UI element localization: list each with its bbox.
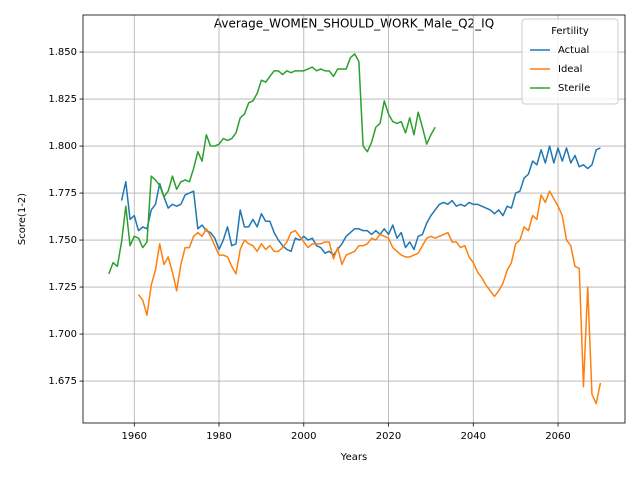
y-tick-label: 1.675: [48, 376, 77, 387]
x-tick-label: 2060: [545, 431, 570, 442]
line-series: [108, 53, 436, 275]
x-tick-label: 1960: [122, 431, 147, 442]
y-tick-label: 1.825: [48, 94, 77, 105]
legend: Fertility Actual Ideal Sterile: [521, 18, 619, 105]
y-axis-label: Score(1-2): [17, 193, 28, 245]
y-tick-label: 1.750: [48, 235, 77, 246]
legend-title: Fertility: [551, 26, 589, 37]
legend-box: [521, 18, 619, 105]
chart-title: Average_WOMEN_SHOULD_WORK_Male_Q2_IQ: [214, 17, 494, 31]
legend-label: Sterile: [558, 83, 590, 94]
line-series: [120, 145, 601, 256]
x-tick-label: 2000: [291, 431, 316, 442]
x-axis-label: Years: [340, 452, 367, 463]
y-tick-label: 1.800: [48, 141, 77, 152]
line-series: [137, 190, 602, 405]
y-tick-label: 1.725: [48, 282, 77, 293]
x-tick-label: 2020: [376, 431, 401, 442]
y-tick-label: 1.775: [48, 188, 77, 199]
legend-label: Ideal: [558, 64, 582, 75]
y-tick-label: 1.700: [48, 329, 77, 340]
x-tick-label: 1980: [206, 431, 231, 442]
plot-frame: [82, 14, 626, 424]
y-tick-label: 1.850: [48, 47, 77, 58]
legend-label: Actual: [558, 45, 589, 56]
x-tick-label: 2040: [461, 431, 486, 442]
